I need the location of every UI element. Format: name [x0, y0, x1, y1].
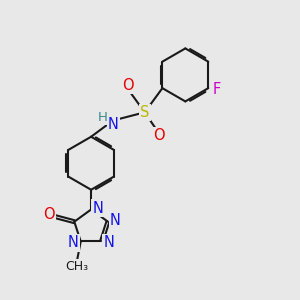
Text: N: N — [110, 213, 121, 228]
Text: N: N — [108, 117, 119, 132]
Text: S: S — [140, 105, 149, 120]
Text: N: N — [103, 236, 114, 250]
Text: O: O — [122, 78, 134, 93]
Text: N: N — [68, 236, 79, 250]
Text: H: H — [98, 110, 107, 124]
Text: O: O — [153, 128, 164, 143]
Text: CH₃: CH₃ — [66, 260, 89, 273]
Text: N: N — [92, 200, 103, 215]
Text: O: O — [43, 207, 55, 222]
Text: F: F — [212, 82, 221, 97]
